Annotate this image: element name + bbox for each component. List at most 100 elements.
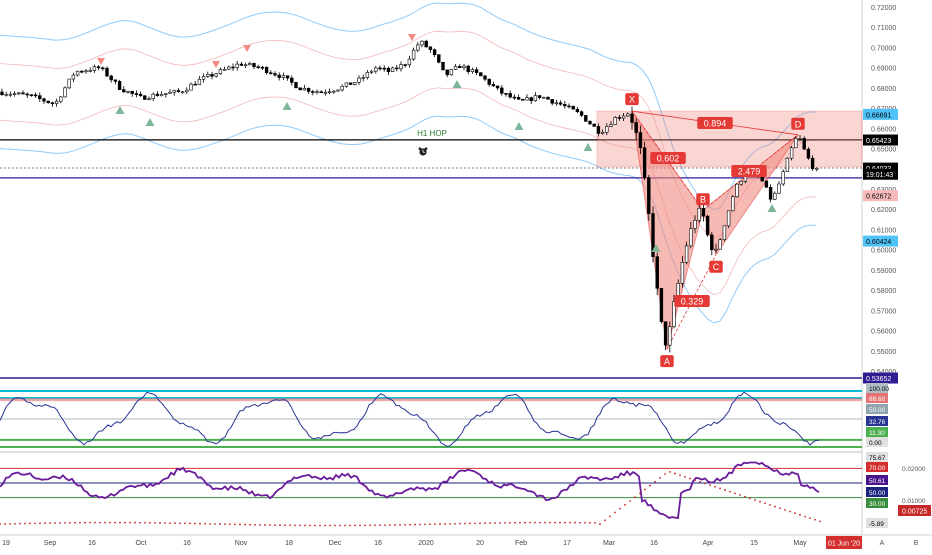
time-axis[interactable]: 19 Sep 16 Oct 16 Nov 18 Dec 16 2020 20 Feb 17 Mar 16 Ap… [2, 536, 919, 549]
oscillator-pane-2[interactable] [0, 461, 862, 527]
osc2-badge-text: 50.61 [869, 478, 886, 485]
point-label-a[interactable]: A [660, 355, 674, 368]
osc2-dot [249, 523, 251, 526]
price-badge: 0.53652 [863, 372, 898, 384]
time-axis-label: Nov [235, 540, 248, 547]
osc1-badge-text: 11.30 [869, 430, 885, 437]
scale-toggle-button[interactable]: A [880, 540, 885, 547]
oscillator-badges: 100.00 88.60 50.00 32.76 11.30 0.00 75.67 70.00… [866, 383, 931, 528]
osc2-dot [724, 489, 726, 491]
candle-body [117, 81, 122, 90]
candle-body [718, 239, 722, 250]
ratio-label[interactable]: 0.894 [697, 117, 733, 129]
price-pane[interactable] [0, 0, 862, 375]
osc2-dot [269, 524, 271, 526]
osc2-dot [669, 471, 671, 473]
candle-body [235, 63, 239, 68]
osc2-dot [469, 522, 471, 525]
osc2-dot [809, 517, 811, 520]
candle-body [735, 183, 739, 198]
osc2-dot [734, 492, 736, 495]
osc2-dot [754, 499, 756, 501]
candle-body [201, 76, 206, 80]
candle-body [54, 100, 59, 104]
candle-body [143, 95, 147, 100]
candle-body [462, 65, 466, 69]
osc2-badge-bg [866, 452, 888, 462]
candle-body [479, 72, 483, 77]
osc2-dot [654, 480, 656, 483]
scale-toggle-button[interactable]: B [914, 540, 919, 547]
osc1-overbought-band [0, 398, 862, 402]
sell-signal-marker [408, 34, 416, 41]
candle-body [437, 54, 441, 63]
candle-body [764, 180, 769, 188]
pattern-labels[interactable]: X A B C D 0.602 0.329 2.479 0.894 [625, 93, 805, 368]
point-label-a-text: A [664, 357, 670, 367]
candle-body [600, 131, 605, 134]
buy-signal-marker [767, 204, 777, 212]
scale-toggle-text: B [914, 540, 919, 547]
current-date-marker[interactable]: 01 Jun '20 [826, 536, 862, 549]
osc2-dot [89, 521, 91, 524]
annotation[interactable]: H1 HOP [417, 129, 447, 156]
price-badge-text: 0.66691 [866, 112, 891, 119]
point-label-x-bg [625, 93, 639, 106]
osc2-dot [129, 521, 131, 524]
price-badge-text: 0.62672 [866, 194, 891, 201]
osc2-dot [449, 522, 451, 525]
candle-body [336, 89, 340, 92]
candle-body [684, 245, 689, 263]
ratio-label[interactable]: 2.479 [731, 165, 767, 177]
osc2-dot [404, 523, 406, 526]
candle-body [634, 122, 638, 133]
osc2-dot [534, 521, 536, 524]
osc2-badge-text: 50.00 [869, 490, 886, 497]
candle-body [306, 87, 311, 92]
candle-body [441, 61, 445, 71]
osc2-badge: 75.67 [866, 452, 888, 462]
point-label-c[interactable]: C [709, 260, 723, 273]
price-badge-text: 19:01:43 [866, 172, 893, 179]
osc2-dot [474, 522, 476, 525]
candle-body [584, 115, 588, 122]
point-label-b-bg [696, 193, 710, 206]
price-badge-text: 0.65423 [866, 138, 891, 145]
ratio-label[interactable]: 0.329 [674, 295, 710, 307]
alarm-clock-icon[interactable] [418, 147, 428, 156]
osc2-dot [784, 508, 786, 511]
oscillator-pane-1[interactable] [0, 390, 862, 448]
time-axis-label: 17 [563, 540, 571, 547]
candle-body [386, 67, 391, 72]
candle-body [260, 66, 265, 69]
candle-body [705, 215, 710, 236]
price-tick-label: 0.70000 [871, 45, 896, 52]
date-marker-bg [826, 536, 862, 549]
osc2-dot [364, 524, 366, 527]
osc2-dot [819, 520, 821, 523]
point-label-d-bg [791, 117, 805, 130]
ratio-label[interactable]: 0.602 [650, 152, 686, 164]
osc2-dot [744, 495, 746, 498]
osc2-dot [569, 521, 571, 524]
candles [0, 39, 819, 353]
time-axis-label: Oct [136, 540, 147, 547]
osc1-badge: 100.00 [866, 383, 889, 393]
osc2-dot [294, 524, 296, 527]
osc2-dot [164, 522, 166, 524]
osc2-dot [19, 522, 21, 525]
osc2-dot [789, 510, 791, 513]
point-label-x[interactable]: X [625, 93, 639, 106]
candle-body [302, 87, 307, 91]
price-badge: 19:01:43 [863, 168, 898, 180]
osc2-dot [4, 523, 6, 525]
osc2-dot [489, 522, 491, 525]
candle-body [273, 73, 277, 76]
point-label-b[interactable]: B [696, 193, 710, 206]
candle-body [25, 93, 29, 96]
osc2-dot [599, 523, 601, 525]
point-label-d[interactable]: D [791, 117, 805, 130]
osc2-dot [174, 522, 176, 525]
